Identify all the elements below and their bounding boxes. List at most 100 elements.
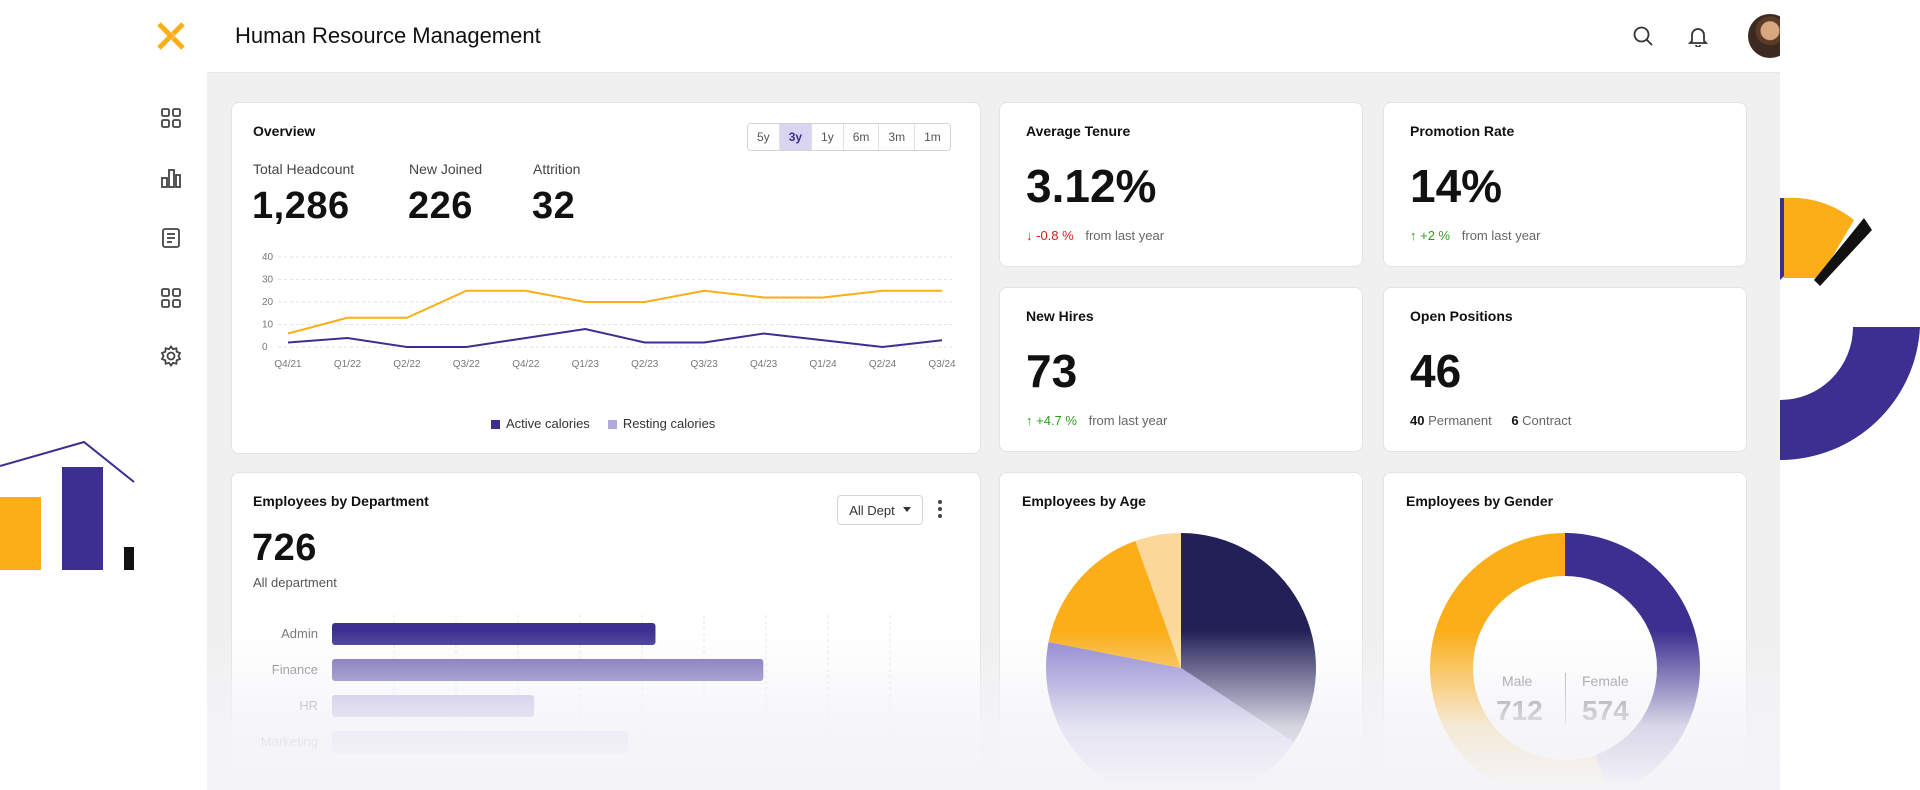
bar	[332, 659, 764, 681]
x-tick-label: Q1/23	[572, 359, 600, 370]
new-hires-title: New Hires	[1026, 308, 1094, 324]
sidebar-item-settings[interactable]	[157, 342, 185, 370]
new-joined-value: 226	[408, 185, 473, 227]
gear-icon	[160, 345, 182, 367]
range-tab-3m[interactable]: 3m	[879, 124, 916, 150]
attrition-label: Attrition	[533, 161, 581, 177]
range-tab-3y[interactable]: 3y	[779, 124, 813, 150]
decorative-bars-art	[0, 440, 135, 570]
department-bar-chart: Admin Finance HR Marketing	[261, 615, 891, 790]
search-icon	[1633, 26, 1653, 46]
age-pie-chart	[1046, 533, 1316, 790]
donut-slice	[1565, 533, 1700, 790]
bar	[332, 695, 535, 717]
search-button[interactable]	[1629, 22, 1657, 50]
gender-card: Employees by Gender Male 712 Female 574	[1383, 472, 1747, 790]
logo	[155, 20, 187, 52]
range-tab-5y[interactable]: 5y	[748, 124, 780, 150]
bar	[332, 623, 656, 645]
sidebar-item-analytics[interactable]	[157, 164, 185, 192]
sidebar-item-dashboard[interactable]	[157, 104, 185, 132]
category-label: HR	[299, 698, 318, 713]
age-card: Employees by Age	[999, 472, 1363, 790]
more-options-button[interactable]	[932, 495, 948, 523]
gender-female-label: Female	[1582, 673, 1629, 689]
top-bar: Human Resource Management	[207, 0, 1780, 73]
overview-legend: Active calories Resting calories	[491, 416, 715, 431]
x-tick-label: Q4/21	[274, 359, 302, 370]
bar-chart-icon	[161, 169, 181, 188]
attrition-value: 32	[532, 185, 576, 227]
average-tenure-delta: ↓ -0.8 % from last year	[1026, 228, 1165, 243]
document-icon	[162, 228, 180, 248]
x-tick-label: Q4/23	[750, 359, 778, 370]
x-tick-label: Q4/22	[512, 359, 540, 370]
department-total-label: All department	[253, 575, 337, 590]
dashboard-content: Overview 5y 3y 1y 6m 3m 1m Total Headcou…	[207, 73, 1780, 790]
overview-title: Overview	[253, 123, 316, 139]
new-hires-value: 73	[1026, 345, 1078, 397]
range-tabs: 5y 3y 1y 6m 3m 1m	[747, 123, 951, 151]
legend-item-active: Active calories	[491, 416, 590, 431]
apps-grid-icon	[161, 288, 181, 308]
x-tick-label: Q3/22	[453, 359, 481, 370]
gender-male-value: 712	[1496, 695, 1543, 726]
x-tick-label: Q3/24	[928, 359, 956, 370]
range-tab-1y[interactable]: 1y	[812, 124, 844, 150]
dashboard-icon	[161, 108, 181, 128]
average-tenure-value: 3.12%	[1026, 160, 1157, 212]
new-joined-label: New Joined	[409, 161, 483, 177]
series-line	[287, 289, 942, 335]
x-tick-label: Q2/23	[631, 359, 659, 370]
sidebar-item-apps[interactable]	[157, 284, 185, 312]
y-tick-label: 40	[262, 252, 274, 263]
department-title: Employees by Department	[253, 493, 429, 509]
sidebar	[135, 0, 208, 790]
average-tenure-title: Average Tenure	[1026, 123, 1131, 139]
series-line	[287, 327, 943, 349]
app-window: Human Resource Management Overview 5y 3y	[135, 0, 1780, 790]
x-tick-label: Q2/24	[869, 359, 897, 370]
promotion-rate-card: Promotion Rate 14% ↑ +2 % from last year	[1383, 102, 1747, 267]
open-positions-breakdown: 40 Permanent 6 Contract	[1410, 413, 1572, 428]
x-tick-label: Q2/22	[393, 359, 421, 370]
gender-donut-chart	[1430, 533, 1700, 790]
overview-card: Overview 5y 3y 1y 6m 3m 1m Total Headcou…	[231, 102, 981, 454]
promotion-rate-title: Promotion Rate	[1410, 123, 1515, 139]
headcount-label: Total Headcount	[253, 161, 355, 177]
gender-divider	[1565, 673, 1566, 725]
bell-icon	[1687, 28, 1709, 47]
new-hires-card: New Hires 73 ↑ +4.7 % from last year	[999, 287, 1363, 452]
category-label: Admin	[281, 626, 318, 641]
department-filter-select[interactable]: All Dept	[837, 495, 923, 525]
y-tick-label: 0	[262, 342, 268, 353]
age-title: Employees by Age	[1022, 493, 1146, 509]
arrow-up-icon: ↑	[1410, 228, 1417, 243]
decorative-pie-art	[1780, 197, 1920, 461]
arrow-up-icon: ↑	[1026, 413, 1033, 428]
category-label: Marketing	[261, 734, 318, 749]
open-positions-title: Open Positions	[1410, 308, 1513, 324]
gender-title: Employees by Gender	[1406, 493, 1554, 509]
arrow-down-icon: ↓	[1026, 228, 1033, 243]
headcount-value: 1,286	[252, 185, 350, 227]
department-card: Employees by Department All Dept 726 All…	[231, 472, 981, 790]
caret-down-icon	[902, 507, 911, 512]
legend-item-resting: Resting calories	[607, 416, 715, 431]
gender-male-label: Male	[1502, 673, 1533, 689]
range-tab-6m[interactable]: 6m	[844, 124, 880, 150]
x-tick-label: Q1/24	[809, 359, 837, 370]
gender-female-value: 574	[1582, 695, 1629, 726]
new-hires-delta: ↑ +4.7 % from last year	[1026, 413, 1168, 428]
promotion-rate-delta: ↑ +2 % from last year	[1410, 228, 1541, 243]
sidebar-item-documents[interactable]	[157, 224, 185, 252]
avatar[interactable]	[1748, 14, 1780, 58]
x-tick-label: Q1/22	[334, 359, 362, 370]
y-tick-label: 20	[262, 297, 274, 308]
range-tab-1m[interactable]: 1m	[924, 130, 941, 144]
category-label: Finance	[272, 662, 318, 677]
notifications-button[interactable]	[1684, 22, 1712, 50]
overview-line-chart: 0 10 20 30 40 Q4/21 Q1/22 Q2/22 Q3/22 Q4/22 Q1/23 Q…	[262, 252, 956, 370]
open-positions-value: 46	[1410, 345, 1462, 397]
average-tenure-card: Average Tenure 3.12% ↓ -0.8 % from last …	[999, 102, 1363, 267]
